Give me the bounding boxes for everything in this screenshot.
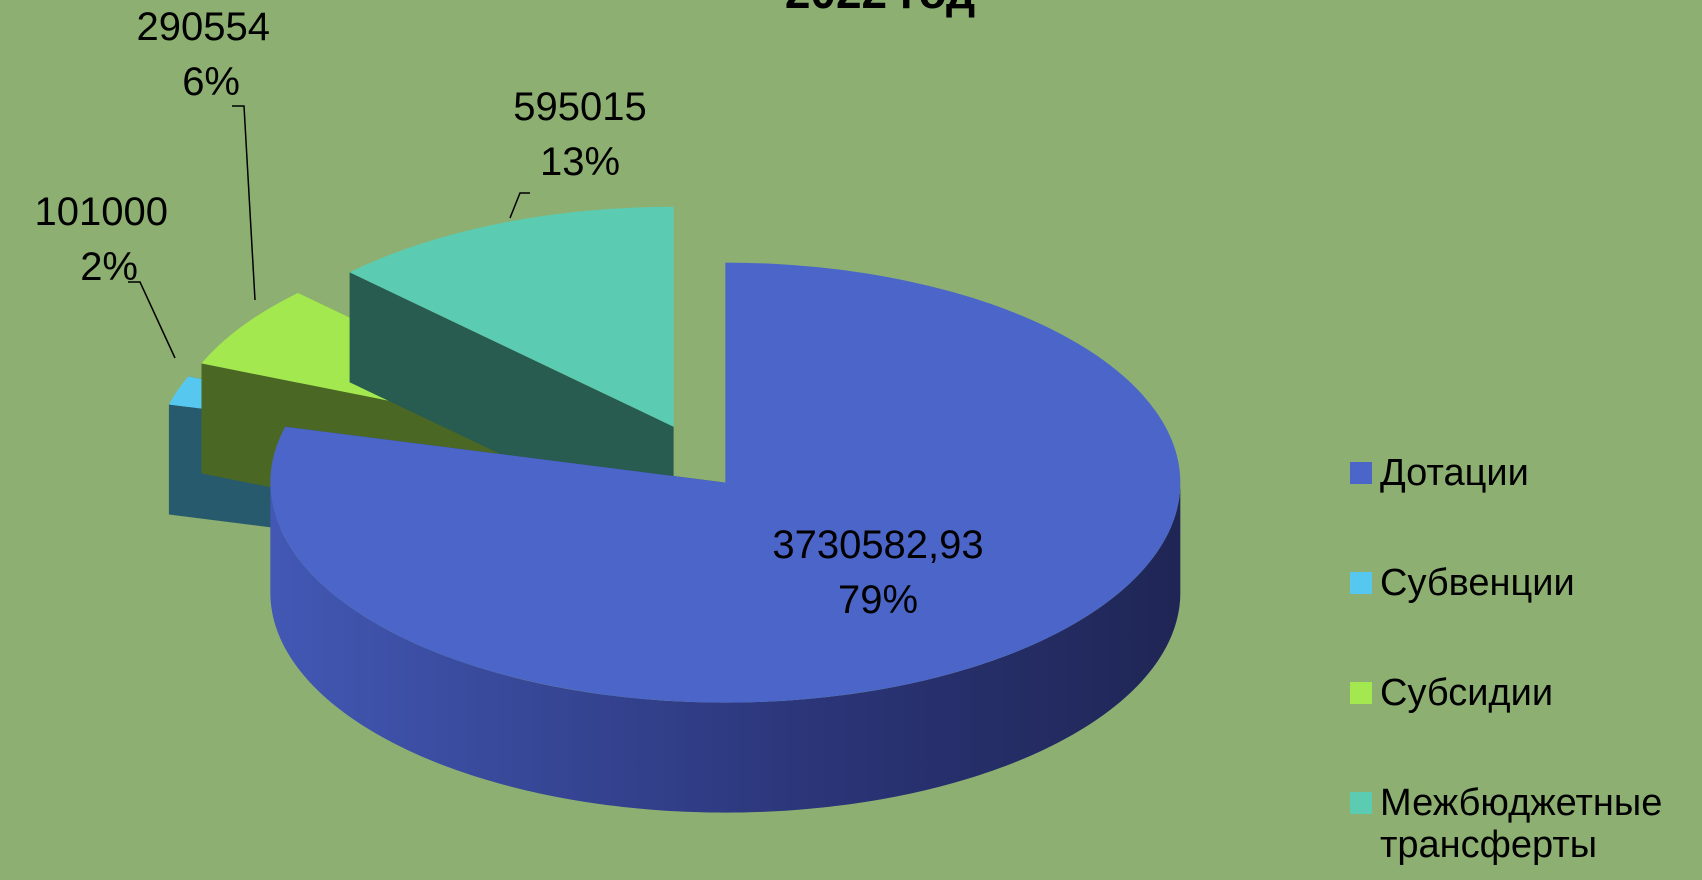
leader-line [509,192,530,219]
data-label: 595015 [513,85,646,129]
data-label: 3730582,93 [772,523,983,567]
leader-line [232,105,256,301]
legend-label: Дотации [1380,452,1529,494]
data-label: 290554 [137,5,270,49]
data-label-percent: 13% [540,140,620,184]
legend: Дотации Субвенции Субсидии Межбюджетные тра… [1350,452,1700,880]
data-label-percent: 6% [182,60,240,104]
legend-label: Субсидии [1380,672,1554,714]
legend-item: Межбюджетные трансферты [1350,782,1700,880]
legend-swatch [1350,572,1372,594]
legend-swatch [1350,682,1372,704]
data-label: 101000 [35,190,168,234]
slice-wall [270,482,1181,813]
legend-item: Субсидии [1350,672,1700,782]
legend-item: Субвенции [1350,562,1700,672]
legend-label: Субвенции [1380,562,1575,604]
data-label-percent: 79% [838,578,918,622]
chart-title: 2022 год [785,0,975,18]
slice [270,262,1181,703]
legend-swatch [1350,462,1372,484]
legend-label: Межбюджетные трансферты [1380,782,1663,866]
leader-line [128,281,176,359]
slice [349,206,674,427]
legend-item: Дотации [1350,452,1700,562]
legend-swatch [1350,792,1372,814]
